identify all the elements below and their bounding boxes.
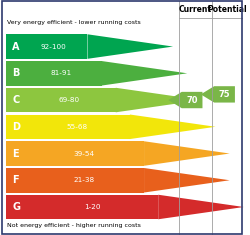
Bar [6, 114, 130, 139]
Text: G: G [12, 202, 20, 212]
Bar [6, 61, 102, 86]
Bar [6, 88, 116, 112]
Text: 75: 75 [219, 90, 230, 99]
Bar [6, 141, 144, 166]
Text: C: C [12, 95, 20, 105]
Text: 70: 70 [186, 96, 198, 105]
Text: 55-68: 55-68 [66, 124, 87, 130]
Polygon shape [116, 88, 202, 112]
Text: B: B [12, 68, 20, 78]
Polygon shape [130, 114, 216, 139]
Polygon shape [102, 61, 187, 86]
Text: A: A [12, 42, 20, 51]
Text: Not energy efficient - higher running costs: Not energy efficient - higher running co… [7, 223, 141, 228]
Polygon shape [168, 92, 202, 108]
Text: 69-80: 69-80 [58, 97, 80, 103]
Polygon shape [201, 86, 235, 102]
Text: 92-100: 92-100 [40, 43, 66, 50]
Text: 39-54: 39-54 [74, 151, 95, 157]
Text: E: E [12, 149, 19, 159]
Polygon shape [144, 168, 230, 192]
Text: Current: Current [179, 5, 212, 14]
Text: Potential: Potential [207, 5, 246, 14]
Polygon shape [158, 195, 244, 219]
Bar [6, 168, 144, 192]
Text: D: D [12, 122, 20, 132]
Text: F: F [12, 175, 19, 185]
Text: Very energy efficient - lower running costs: Very energy efficient - lower running co… [7, 20, 141, 25]
Polygon shape [88, 34, 173, 59]
Text: 81-91: 81-91 [50, 70, 72, 76]
Text: 1-20: 1-20 [84, 204, 100, 210]
Bar [6, 34, 87, 59]
Polygon shape [144, 141, 230, 166]
Text: 21-38: 21-38 [74, 177, 95, 183]
Bar [6, 195, 158, 219]
